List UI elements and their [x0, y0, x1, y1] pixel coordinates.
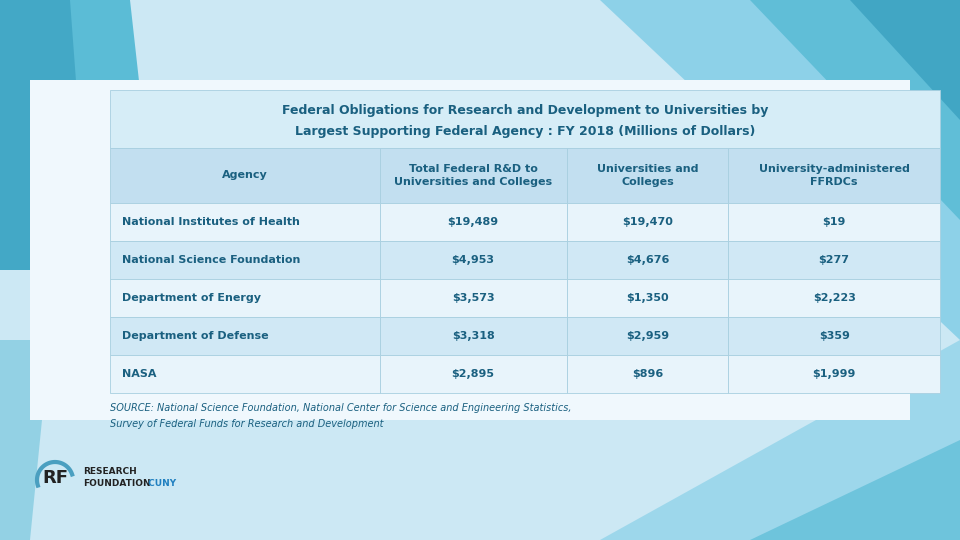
Polygon shape: [750, 0, 960, 220]
Text: CUNY: CUNY: [145, 480, 176, 489]
Text: $2,895: $2,895: [451, 369, 494, 379]
Text: $2,223: $2,223: [813, 293, 855, 303]
Text: SOURCE: National Science Foundation, National Center for Science and Engineering: SOURCE: National Science Foundation, Nat…: [110, 403, 571, 413]
FancyBboxPatch shape: [110, 148, 380, 203]
Text: $19,489: $19,489: [447, 217, 498, 227]
FancyBboxPatch shape: [566, 148, 729, 203]
Polygon shape: [850, 0, 960, 120]
Text: $4,953: $4,953: [451, 255, 494, 265]
FancyBboxPatch shape: [110, 317, 380, 355]
FancyBboxPatch shape: [566, 241, 729, 279]
Text: $19,470: $19,470: [622, 217, 673, 227]
Text: Agency: Agency: [222, 171, 268, 180]
FancyBboxPatch shape: [729, 148, 940, 203]
FancyBboxPatch shape: [729, 241, 940, 279]
FancyBboxPatch shape: [380, 203, 566, 241]
Polygon shape: [600, 340, 960, 540]
FancyBboxPatch shape: [729, 279, 940, 317]
Text: $19: $19: [823, 217, 846, 227]
Text: RESEARCH: RESEARCH: [83, 467, 136, 476]
Text: $3,573: $3,573: [452, 293, 494, 303]
FancyBboxPatch shape: [110, 90, 940, 148]
FancyBboxPatch shape: [380, 148, 566, 203]
Text: Universities and
Colleges: Universities and Colleges: [597, 164, 698, 187]
Text: RF: RF: [42, 469, 68, 487]
FancyBboxPatch shape: [380, 241, 566, 279]
FancyBboxPatch shape: [566, 279, 729, 317]
FancyBboxPatch shape: [380, 279, 566, 317]
Text: $359: $359: [819, 331, 850, 341]
FancyBboxPatch shape: [380, 355, 566, 393]
FancyBboxPatch shape: [729, 355, 940, 393]
Text: National Institutes of Health: National Institutes of Health: [122, 217, 300, 227]
FancyBboxPatch shape: [729, 203, 940, 241]
Polygon shape: [600, 0, 960, 340]
Text: $3,318: $3,318: [452, 331, 494, 341]
Text: $4,676: $4,676: [626, 255, 669, 265]
FancyBboxPatch shape: [110, 279, 380, 317]
FancyBboxPatch shape: [566, 203, 729, 241]
Text: Department of Defense: Department of Defense: [122, 331, 269, 341]
FancyBboxPatch shape: [110, 355, 380, 393]
Text: $1,999: $1,999: [812, 369, 856, 379]
Text: University-administered
FFRDCs: University-administered FFRDCs: [758, 164, 910, 187]
Polygon shape: [0, 0, 160, 270]
Text: Largest Supporting Federal Agency : FY 2018 (Millions of Dollars): Largest Supporting Federal Agency : FY 2…: [295, 125, 756, 138]
Text: NASA: NASA: [122, 369, 156, 379]
FancyBboxPatch shape: [729, 317, 940, 355]
FancyBboxPatch shape: [566, 355, 729, 393]
FancyBboxPatch shape: [30, 80, 910, 420]
Polygon shape: [0, 340, 50, 540]
Text: FOUNDATION: FOUNDATION: [83, 480, 151, 489]
Text: $2,959: $2,959: [626, 331, 669, 341]
Text: Federal Obligations for Research and Development to Universities by: Federal Obligations for Research and Dev…: [282, 104, 768, 117]
Text: $1,350: $1,350: [626, 293, 669, 303]
FancyBboxPatch shape: [110, 241, 380, 279]
Text: Survey of Federal Funds for Research and Development: Survey of Federal Funds for Research and…: [110, 419, 383, 429]
Text: Total Federal R&D to
Universities and Colleges: Total Federal R&D to Universities and Co…: [394, 164, 552, 187]
Text: $277: $277: [819, 255, 850, 265]
FancyBboxPatch shape: [380, 317, 566, 355]
FancyBboxPatch shape: [110, 203, 380, 241]
Text: $896: $896: [632, 369, 663, 379]
Text: Department of Energy: Department of Energy: [122, 293, 261, 303]
Polygon shape: [0, 0, 90, 270]
Text: National Science Foundation: National Science Foundation: [122, 255, 300, 265]
Polygon shape: [750, 440, 960, 540]
FancyBboxPatch shape: [566, 317, 729, 355]
